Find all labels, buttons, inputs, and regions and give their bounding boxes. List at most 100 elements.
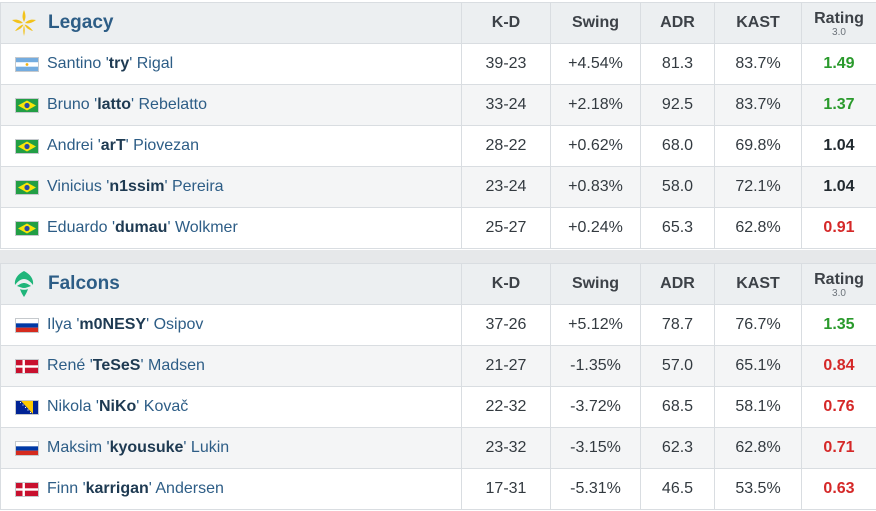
rating-value: 1.37: [801, 84, 876, 126]
player-last-name: ' Rigal: [129, 55, 174, 72]
player-row: Maksim 'kyousuke' Lukin 23-32 -3.15% 62.3 62…: [0, 427, 876, 469]
player-name-link[interactable]: Finn 'karrigan' Andersen: [47, 480, 224, 498]
kd-value: 17-31: [461, 468, 551, 510]
kd-value: 33-24: [461, 84, 551, 126]
adr-value: 62.3: [640, 427, 715, 469]
player-last-name: ' Kovač: [136, 398, 189, 415]
column-header-kd[interactable]: K-D: [461, 2, 551, 44]
player-last-name: ' Lukin: [183, 439, 230, 456]
player-last-name: ' Piovezan: [125, 137, 199, 154]
swing-value: -3.72%: [550, 386, 641, 428]
player-last-name: ' Madsen: [140, 357, 205, 374]
player-row: Finn 'karrigan' Andersen 17-31 -5.31% 46.5 5…: [0, 468, 876, 510]
player-row: Eduardo 'dumau' Wolkmer 25-27 +0.24% 65.3 62…: [0, 207, 876, 249]
team-header: Legacy: [0, 2, 462, 44]
player-name-link[interactable]: Andrei 'arT' Piovezan: [47, 137, 199, 155]
brazil-flag-icon: [15, 138, 39, 154]
player-name-link[interactable]: Vinicius 'n1ssim' Pereira: [47, 178, 224, 196]
adr-value: 92.5: [640, 84, 715, 126]
table-header: Legacy K-D Swing ADR KAST Rating 3.0: [0, 2, 876, 44]
player-nickname: m0NESY: [79, 316, 147, 333]
kd-value: 28-22: [461, 125, 551, 167]
player-nickname: try: [108, 55, 130, 72]
swing-value: +5.12%: [550, 304, 641, 346]
player-first-name: Maksim ': [47, 439, 110, 456]
player-name-link[interactable]: Bruno 'latto' Rebelatto: [47, 96, 207, 114]
player-cell: Santino 'try' Rigal: [0, 43, 462, 85]
rating-value: 1.04: [801, 166, 876, 208]
player-name-link[interactable]: Ilya 'm0NESY' Osipov: [47, 316, 203, 334]
column-header-swing[interactable]: Swing: [550, 263, 641, 305]
kast-value: 83.7%: [714, 84, 802, 126]
rating-value: 1.04: [801, 125, 876, 167]
player-row: Bruno 'latto' Rebelatto 33-24 +2.18% 92.5 83…: [0, 84, 876, 126]
column-header-rating[interactable]: Rating 3.0: [801, 2, 876, 44]
player-first-name: René ': [47, 357, 93, 374]
rating-value: 0.71: [801, 427, 876, 469]
team-name[interactable]: Legacy: [48, 12, 114, 33]
player-last-name: ' Pereira: [164, 178, 224, 195]
adr-value: 57.0: [640, 345, 715, 387]
kd-value: 39-23: [461, 43, 551, 85]
team-stats-table-legacy: Legacy K-D Swing ADR KAST Rating 3.0 San…: [0, 2, 876, 249]
player-cell: Andrei 'arT' Piovezan: [0, 125, 462, 167]
column-header-rating[interactable]: Rating 3.0: [801, 263, 876, 305]
player-name-link[interactable]: René 'TeSeS' Madsen: [47, 357, 205, 375]
player-nickname: dumau: [115, 219, 168, 236]
player-name-link[interactable]: Santino 'try' Rigal: [47, 55, 173, 73]
player-first-name: Eduardo ': [47, 219, 115, 236]
player-first-name: Andrei ': [47, 137, 101, 154]
column-header-adr[interactable]: ADR: [640, 2, 715, 44]
kast-value: 58.1%: [714, 386, 802, 428]
table-header: Falcons K-D Swing ADR KAST Rating 3.0: [0, 263, 876, 305]
kast-value: 83.7%: [714, 43, 802, 85]
rating-value: 1.35: [801, 304, 876, 346]
player-nickname: arT: [100, 137, 126, 154]
column-header-kast[interactable]: KAST: [714, 263, 802, 305]
column-header-adr[interactable]: ADR: [640, 263, 715, 305]
team-separator: [0, 250, 876, 263]
rating-value: 0.63: [801, 468, 876, 510]
player-last-name: ' Rebelatto: [130, 96, 207, 113]
swing-value: -5.31%: [550, 468, 641, 510]
russia-flag-icon: [15, 317, 39, 333]
kd-value: 23-24: [461, 166, 551, 208]
kd-value: 25-27: [461, 207, 551, 249]
player-first-name: Santino ': [47, 55, 109, 72]
player-nickname: kyousuke: [109, 439, 184, 456]
player-row: Nikola 'NiKo' Kovač 22-32 -3.72% 68.5 58.1% 0…: [0, 386, 876, 428]
player-name-link[interactable]: Eduardo 'dumau' Wolkmer: [47, 219, 238, 237]
player-cell: Maksim 'kyousuke' Lukin: [0, 427, 462, 469]
rating-value: 0.76: [801, 386, 876, 428]
player-name-link[interactable]: Nikola 'NiKo' Kovač: [47, 398, 188, 416]
argentina-flag-icon: [15, 56, 39, 72]
column-header-swing[interactable]: Swing: [550, 2, 641, 44]
kast-value: 65.1%: [714, 345, 802, 387]
adr-value: 46.5: [640, 468, 715, 510]
team-name[interactable]: Falcons: [48, 273, 120, 294]
rating-label: Rating: [814, 9, 864, 27]
player-first-name: Finn ': [47, 480, 86, 497]
kast-value: 72.1%: [714, 166, 802, 208]
swing-value: -1.35%: [550, 345, 641, 387]
adr-value: 58.0: [640, 166, 715, 208]
adr-value: 81.3: [640, 43, 715, 85]
swing-value: +0.83%: [550, 166, 641, 208]
rating-value: 1.49: [801, 43, 876, 85]
kast-value: 53.5%: [714, 468, 802, 510]
swing-value: +0.62%: [550, 125, 641, 167]
player-cell: Eduardo 'dumau' Wolkmer: [0, 207, 462, 249]
swing-value: +2.18%: [550, 84, 641, 126]
adr-value: 65.3: [640, 207, 715, 249]
column-header-kd[interactable]: K-D: [461, 263, 551, 305]
kast-value: 62.8%: [714, 427, 802, 469]
player-row: Santino 'try' Rigal 39-23 +4.54% 81.3 83.7% 1…: [0, 43, 876, 85]
player-name-link[interactable]: Maksim 'kyousuke' Lukin: [47, 439, 229, 457]
rating-label: Rating: [814, 270, 864, 288]
kd-value: 21-27: [461, 345, 551, 387]
player-nickname: TeSeS: [92, 357, 141, 374]
adr-value: 78.7: [640, 304, 715, 346]
player-row: Ilya 'm0NESY' Osipov 37-26 +5.12% 78.7 76.7%…: [0, 304, 876, 346]
player-cell: René 'TeSeS' Madsen: [0, 345, 462, 387]
column-header-kast[interactable]: KAST: [714, 2, 802, 44]
